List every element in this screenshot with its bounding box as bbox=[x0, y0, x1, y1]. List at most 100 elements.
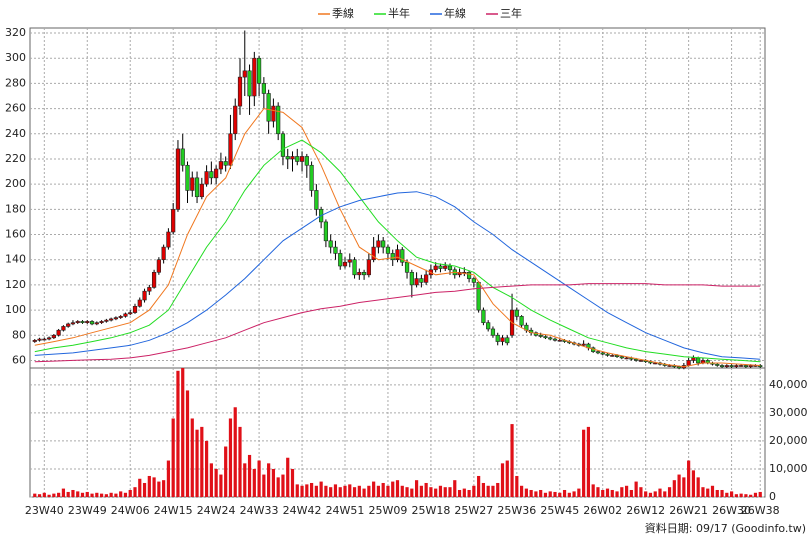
volume-bar bbox=[204, 440, 209, 497]
volume-bar bbox=[639, 487, 643, 497]
x-tick-label: 23W40 bbox=[25, 504, 64, 517]
candle-body bbox=[543, 336, 548, 339]
volume-bar bbox=[247, 454, 252, 497]
candle-body bbox=[161, 246, 166, 261]
candle-body bbox=[600, 352, 605, 355]
volume-bar bbox=[663, 491, 667, 497]
footer-note: 資料日期: 09/17 (Goodinfo.tw) bbox=[645, 521, 806, 535]
candle-body bbox=[51, 334, 56, 339]
candle-body bbox=[295, 156, 300, 162]
volume-bar bbox=[539, 489, 543, 497]
candle-body bbox=[328, 240, 333, 248]
volume-bar bbox=[176, 370, 180, 497]
volume-bar bbox=[429, 487, 433, 497]
volume-bar bbox=[725, 492, 729, 497]
volume-bar bbox=[300, 485, 304, 497]
candle-body bbox=[414, 278, 419, 286]
volume-bar bbox=[381, 482, 385, 497]
volume-bar bbox=[252, 468, 256, 497]
candle-body bbox=[624, 357, 629, 360]
volume-bar bbox=[443, 487, 447, 497]
candle-body bbox=[495, 334, 500, 342]
volume-bar bbox=[352, 487, 357, 497]
volume-bar bbox=[467, 489, 471, 497]
candle-body bbox=[256, 57, 262, 84]
candle-body bbox=[304, 156, 309, 166]
volume-bar bbox=[481, 482, 486, 497]
volume-bar bbox=[405, 487, 409, 497]
candle-body bbox=[299, 156, 305, 162]
volume-bar bbox=[42, 492, 46, 497]
x-tick-label: 24W15 bbox=[154, 504, 193, 517]
volume-bar bbox=[386, 485, 390, 497]
volume-bar bbox=[391, 481, 395, 497]
legend-label: 季線 bbox=[332, 6, 354, 20]
candle-body bbox=[691, 357, 696, 361]
volume-bar bbox=[572, 491, 576, 497]
candle-body bbox=[743, 365, 749, 368]
x-tick-label: 24W51 bbox=[326, 504, 365, 517]
candle-body bbox=[185, 164, 190, 191]
volume-bar bbox=[706, 488, 710, 497]
candle-body bbox=[381, 240, 386, 248]
volume-bar bbox=[157, 481, 161, 497]
volume-bar bbox=[438, 485, 443, 497]
ma-line bbox=[34, 283, 761, 363]
y-tick-label: 120 bbox=[5, 278, 26, 291]
candle-body bbox=[395, 249, 400, 261]
volume-bar bbox=[376, 485, 381, 497]
candle-body bbox=[605, 353, 610, 356]
x-tick-label: 26W12 bbox=[626, 504, 665, 517]
volume-bar bbox=[519, 485, 524, 497]
candle-body bbox=[180, 148, 185, 166]
candle-body bbox=[32, 339, 37, 342]
y-tick-label: 220 bbox=[5, 152, 26, 165]
candle-body bbox=[481, 309, 486, 323]
x-tick-label: 25W09 bbox=[369, 504, 408, 517]
y-tick-label: 320 bbox=[5, 26, 26, 39]
candle-body bbox=[151, 271, 157, 288]
candle-body bbox=[724, 365, 729, 368]
volume-bar bbox=[128, 489, 132, 497]
volume-bar bbox=[114, 493, 118, 497]
candle-body bbox=[634, 358, 639, 361]
x-tick-label: 24W06 bbox=[111, 504, 150, 517]
candle-body bbox=[696, 357, 701, 364]
x-tick-label: 25W18 bbox=[411, 504, 450, 517]
volume-bar bbox=[648, 492, 653, 497]
candle-body bbox=[199, 183, 204, 198]
legend-label: 年線 bbox=[444, 6, 466, 20]
candle-body bbox=[471, 278, 476, 283]
volume-bar bbox=[672, 480, 676, 497]
volume-bar bbox=[457, 489, 462, 497]
candle-body bbox=[142, 290, 147, 301]
volume-bar bbox=[453, 480, 457, 497]
candle-body bbox=[175, 148, 181, 210]
volume-bar bbox=[529, 489, 533, 497]
volume-bar bbox=[749, 494, 753, 497]
candle-body bbox=[290, 156, 295, 160]
candle-body bbox=[466, 271, 472, 279]
candle-body bbox=[686, 360, 691, 366]
volume-bar bbox=[109, 492, 113, 497]
y-tick-label: 160 bbox=[5, 228, 26, 241]
volume-bar bbox=[147, 475, 151, 497]
volume-bar bbox=[715, 489, 719, 497]
y-tick-label: 180 bbox=[5, 202, 26, 215]
candle-body bbox=[581, 343, 586, 346]
volume-bar bbox=[553, 491, 557, 497]
candle-body bbox=[619, 356, 624, 359]
candle-body bbox=[357, 271, 362, 276]
candle-body bbox=[204, 171, 209, 185]
candle-body bbox=[667, 365, 672, 367]
volume-bar bbox=[214, 468, 218, 497]
volume-bar bbox=[333, 484, 338, 497]
volume-bar bbox=[524, 488, 528, 497]
candle-body bbox=[228, 133, 233, 166]
volume-bar bbox=[515, 475, 519, 497]
candle-body bbox=[366, 259, 371, 276]
ma-line bbox=[34, 108, 761, 368]
volume-bar bbox=[720, 489, 724, 497]
candle-body bbox=[476, 282, 481, 311]
